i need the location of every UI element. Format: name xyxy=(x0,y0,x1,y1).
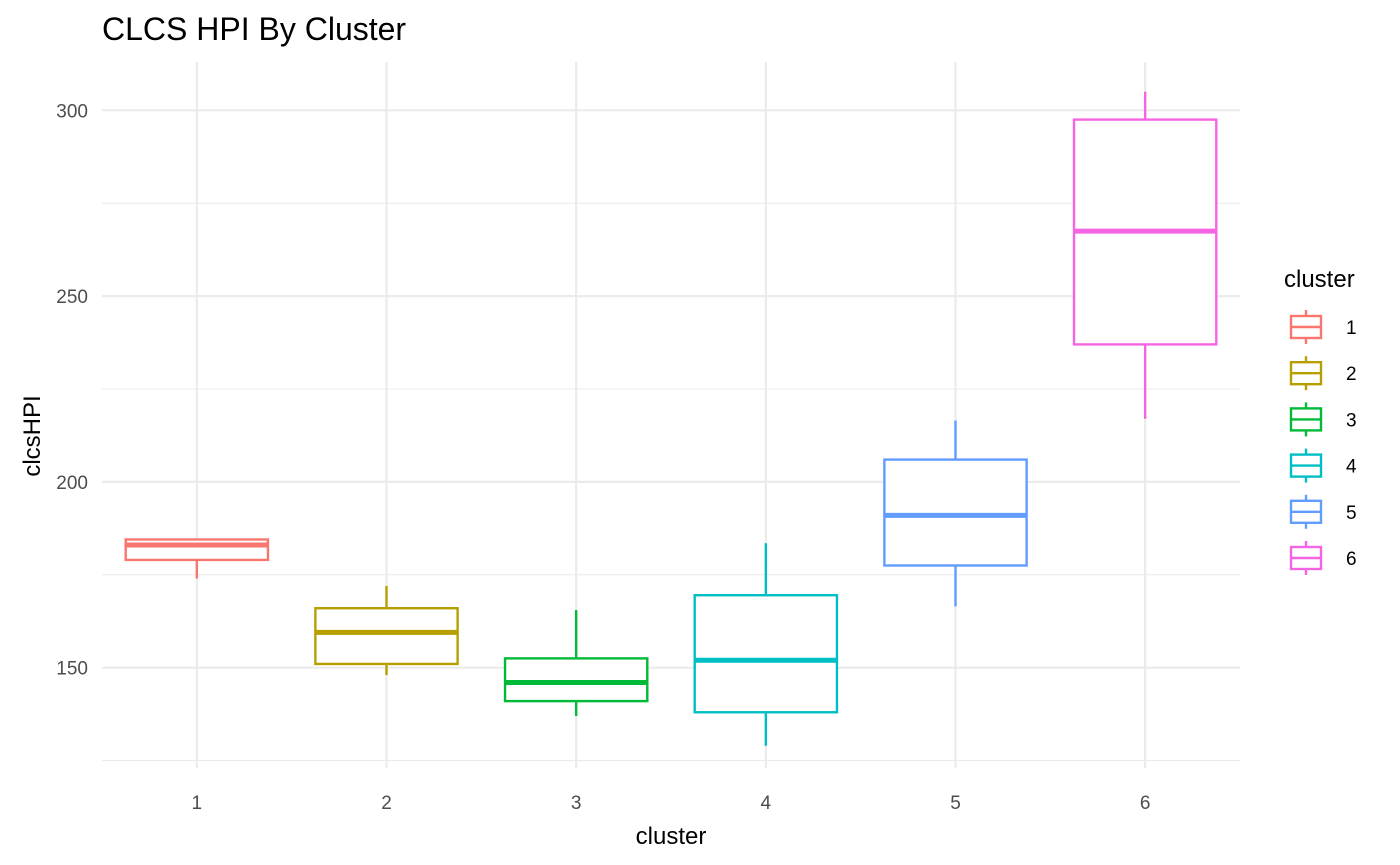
x-axis-ticks: 1 2 3 4 5 6 xyxy=(192,793,1151,814)
legend-title: cluster xyxy=(1284,266,1355,293)
chart-title: CLCS HPI By Cluster xyxy=(102,11,406,47)
x-tick-label: 5 xyxy=(950,793,961,814)
boxplot-cluster-5 xyxy=(883,420,1028,607)
legend-item-4: 4 xyxy=(1289,448,1357,483)
legend-label: 6 xyxy=(1346,549,1357,570)
boxplot-cluster-2 xyxy=(314,585,459,676)
x-tick-label: 4 xyxy=(761,793,772,814)
box xyxy=(314,607,459,666)
box xyxy=(503,657,649,703)
legend-items: 1 2 3 4 5 6 xyxy=(1289,310,1357,575)
legend-item-6: 6 xyxy=(1289,541,1357,575)
y-tick-label: 300 xyxy=(56,101,88,122)
x-tick-label: 6 xyxy=(1140,793,1151,814)
boxplots xyxy=(124,91,1218,746)
legend-label: 1 xyxy=(1346,318,1357,339)
legend-item-2: 2 xyxy=(1289,356,1357,391)
y-tick-label: 250 xyxy=(56,287,88,308)
boxplot-cluster-6 xyxy=(1072,91,1218,419)
y-axis-ticks: 150 200 250 300 xyxy=(56,101,88,679)
y-axis-title: clcsHPI xyxy=(19,395,46,476)
y-tick-label: 150 xyxy=(56,659,88,680)
box xyxy=(883,458,1028,567)
legend-label: 2 xyxy=(1346,364,1357,385)
legend-item-1: 1 xyxy=(1289,310,1357,344)
legend-item-3: 3 xyxy=(1289,402,1357,437)
minor-gridlines xyxy=(102,202,1240,762)
x-tick-label: 1 xyxy=(192,793,203,814)
box xyxy=(693,594,839,714)
legend-label: 5 xyxy=(1346,503,1357,524)
boxplot-cluster-3 xyxy=(503,610,649,716)
major-gridlines xyxy=(102,62,1240,768)
x-tick-label: 2 xyxy=(381,793,392,814)
boxplot-cluster-4 xyxy=(693,543,839,746)
x-tick-label: 3 xyxy=(571,793,582,814)
legend-item-5: 5 xyxy=(1289,494,1357,529)
legend-label: 3 xyxy=(1346,410,1357,431)
y-tick-label: 200 xyxy=(56,473,88,494)
legend: cluster 1 2 3 4 5 6 xyxy=(1284,266,1357,575)
box xyxy=(124,538,270,562)
x-axis-title: cluster xyxy=(636,823,707,850)
boxplot-cluster-1 xyxy=(124,538,270,579)
legend-label: 4 xyxy=(1346,457,1357,478)
